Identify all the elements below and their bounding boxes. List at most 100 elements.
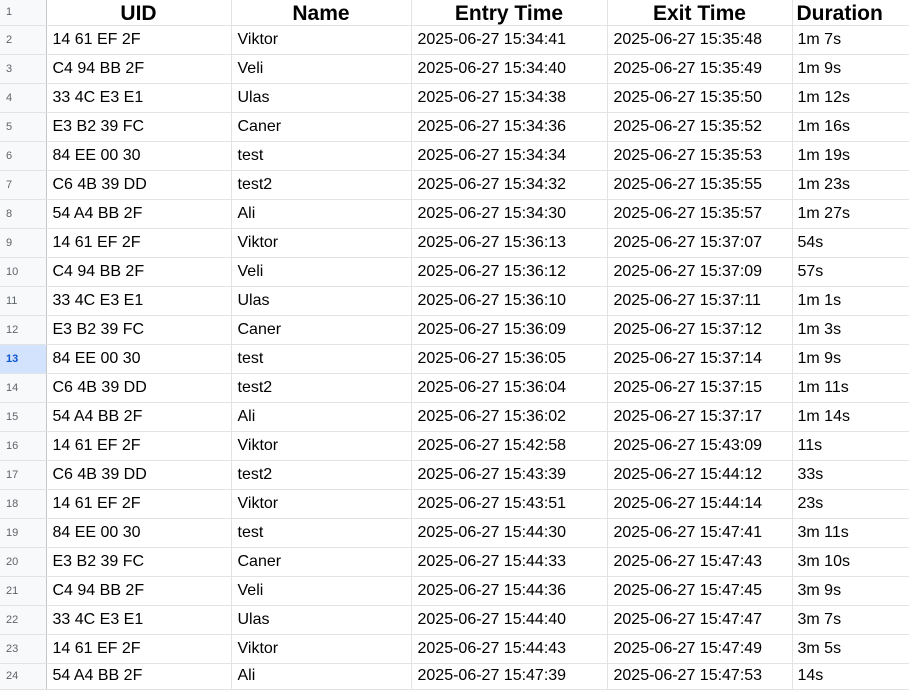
cell-exit-time[interactable]: 2025-06-27 15:37:14 — [607, 344, 793, 374]
cell-exit-time[interactable]: 2025-06-27 15:37:11 — [607, 286, 793, 316]
row-number[interactable]: 2 — [0, 25, 47, 55]
row-number[interactable]: 22 — [0, 605, 47, 635]
cell-name[interactable]: Viktor — [231, 489, 412, 519]
cell-exit-time[interactable]: 2025-06-27 15:35:49 — [607, 54, 793, 84]
cell-entry-time[interactable]: 2025-06-27 15:36:09 — [411, 315, 608, 345]
cell-duration[interactable]: 14s — [792, 663, 909, 690]
cell-uid[interactable]: 33 4C E3 E1 — [46, 605, 232, 635]
cell-exit-time[interactable]: 2025-06-27 15:37:07 — [607, 228, 793, 258]
cell-exit-time[interactable]: 2025-06-27 15:35:50 — [607, 83, 793, 113]
cell-name[interactable]: test2 — [231, 460, 412, 490]
cell-duration[interactable]: 1m 3s — [792, 315, 909, 345]
cell-entry-time[interactable]: 2025-06-27 15:34:32 — [411, 170, 608, 200]
cell-entry-time[interactable]: 2025-06-27 15:36:05 — [411, 344, 608, 374]
cell-name[interactable]: Veli — [231, 54, 412, 84]
cell-duration[interactable]: 1m 11s — [792, 373, 909, 403]
cell-uid[interactable]: C4 94 BB 2F — [46, 54, 232, 84]
cell-name[interactable]: test — [231, 344, 412, 374]
cell-uid[interactable]: 54 A4 BB 2F — [46, 663, 232, 690]
cell-entry-time[interactable]: 2025-06-27 15:36:02 — [411, 402, 608, 432]
cell-duration[interactable]: 1m 7s — [792, 25, 909, 55]
cell-exit-time[interactable]: 2025-06-27 15:47:41 — [607, 518, 793, 548]
cell-name[interactable]: Viktor — [231, 431, 412, 461]
row-number[interactable]: 8 — [0, 199, 47, 229]
row-number[interactable]: 17 — [0, 460, 47, 490]
cell-duration[interactable]: 3m 5s — [792, 634, 909, 664]
row-number[interactable]: 19 — [0, 518, 47, 548]
cell-duration[interactable]: 23s — [792, 489, 909, 519]
cell-name[interactable]: Ulas — [231, 605, 412, 635]
cell-uid[interactable]: E3 B2 39 FC — [46, 547, 232, 577]
cell-exit-time[interactable]: 2025-06-27 15:37:17 — [607, 402, 793, 432]
cell-entry-time[interactable]: 2025-06-27 15:36:10 — [411, 286, 608, 316]
cell-exit-time[interactable]: 2025-06-27 15:35:53 — [607, 141, 793, 171]
cell-duration[interactable]: 1m 16s — [792, 112, 909, 142]
cell-duration[interactable]: 3m 7s — [792, 605, 909, 635]
cell-name[interactable]: Caner — [231, 112, 412, 142]
cell-uid[interactable]: 33 4C E3 E1 — [46, 286, 232, 316]
row-number[interactable]: 13 — [0, 344, 47, 374]
cell-name[interactable]: Veli — [231, 576, 412, 606]
cell-name[interactable]: Ali — [231, 199, 412, 229]
cell-name[interactable]: Ulas — [231, 83, 412, 113]
cell-uid[interactable]: C4 94 BB 2F — [46, 576, 232, 606]
cell-exit-time[interactable]: 2025-06-27 15:44:12 — [607, 460, 793, 490]
cell-duration[interactable]: 1m 23s — [792, 170, 909, 200]
cell-entry-time[interactable]: 2025-06-27 15:34:40 — [411, 54, 608, 84]
cell-entry-time[interactable]: 2025-06-27 15:43:51 — [411, 489, 608, 519]
cell-exit-time[interactable]: 2025-06-27 15:47:53 — [607, 663, 793, 690]
cell-exit-time[interactable]: 2025-06-27 15:37:15 — [607, 373, 793, 403]
cell-name[interactable]: Veli — [231, 257, 412, 287]
cell-name[interactable]: Ali — [231, 402, 412, 432]
cell-uid[interactable]: 84 EE 00 30 — [46, 141, 232, 171]
cell-entry-time[interactable]: 2025-06-27 15:36:12 — [411, 257, 608, 287]
row-number[interactable]: 20 — [0, 547, 47, 577]
cell-uid[interactable]: E3 B2 39 FC — [46, 315, 232, 345]
cell-exit-time[interactable]: 2025-06-27 15:35:52 — [607, 112, 793, 142]
cell-uid[interactable]: 14 61 EF 2F — [46, 489, 232, 519]
cell-uid[interactable]: 84 EE 00 30 — [46, 344, 232, 374]
cell-entry-time[interactable]: 2025-06-27 15:34:41 — [411, 25, 608, 55]
cell-duration[interactable]: 33s — [792, 460, 909, 490]
cell-uid[interactable]: 14 61 EF 2F — [46, 228, 232, 258]
cell-entry-time[interactable]: 2025-06-27 15:42:58 — [411, 431, 608, 461]
cell-uid[interactable]: C4 94 BB 2F — [46, 257, 232, 287]
cell-name[interactable]: test2 — [231, 373, 412, 403]
row-number[interactable]: 15 — [0, 402, 47, 432]
cell-entry-time[interactable]: 2025-06-27 15:44:40 — [411, 605, 608, 635]
cell-uid[interactable]: C6 4B 39 DD — [46, 373, 232, 403]
cell-uid[interactable]: 54 A4 BB 2F — [46, 199, 232, 229]
cell-duration[interactable]: 11s — [792, 431, 909, 461]
cell-duration[interactable]: 3m 10s — [792, 547, 909, 577]
row-number[interactable]: 5 — [0, 112, 47, 142]
row-number[interactable]: 3 — [0, 54, 47, 84]
cell-name[interactable]: test2 — [231, 170, 412, 200]
row-number[interactable]: 24 — [0, 663, 47, 690]
cell-name[interactable]: Ali — [231, 663, 412, 690]
cell-uid[interactable]: E3 B2 39 FC — [46, 112, 232, 142]
cell-name[interactable]: Caner — [231, 315, 412, 345]
cell-uid[interactable]: 84 EE 00 30 — [46, 518, 232, 548]
row-number[interactable]: 9 — [0, 228, 47, 258]
cell-exit-time[interactable]: 2025-06-27 15:47:47 — [607, 605, 793, 635]
cell-entry-time[interactable]: 2025-06-27 15:44:36 — [411, 576, 608, 606]
cell-duration[interactable]: 1m 14s — [792, 402, 909, 432]
cell-duration[interactable]: 1m 12s — [792, 83, 909, 113]
cell-duration[interactable]: 57s — [792, 257, 909, 287]
cell-entry-time[interactable]: 2025-06-27 15:34:34 — [411, 141, 608, 171]
cell-duration[interactable]: 1m 9s — [792, 54, 909, 84]
cell-exit-time[interactable]: 2025-06-27 15:47:43 — [607, 547, 793, 577]
cell-exit-time[interactable]: 2025-06-27 15:43:09 — [607, 431, 793, 461]
cell-exit-time[interactable]: 2025-06-27 15:44:14 — [607, 489, 793, 519]
cell-exit-time[interactable]: 2025-06-27 15:47:45 — [607, 576, 793, 606]
cell-uid[interactable]: 33 4C E3 E1 — [46, 83, 232, 113]
header-exit-time[interactable]: Exit Time — [607, 0, 793, 26]
cell-entry-time[interactable]: 2025-06-27 15:34:30 — [411, 199, 608, 229]
cell-exit-time[interactable]: 2025-06-27 15:35:57 — [607, 199, 793, 229]
cell-entry-time[interactable]: 2025-06-27 15:36:04 — [411, 373, 608, 403]
cell-exit-time[interactable]: 2025-06-27 15:37:12 — [607, 315, 793, 345]
cell-exit-time[interactable]: 2025-06-27 15:37:09 — [607, 257, 793, 287]
cell-duration[interactable]: 1m 27s — [792, 199, 909, 229]
cell-entry-time[interactable]: 2025-06-27 15:34:36 — [411, 112, 608, 142]
cell-exit-time[interactable]: 2025-06-27 15:35:48 — [607, 25, 793, 55]
